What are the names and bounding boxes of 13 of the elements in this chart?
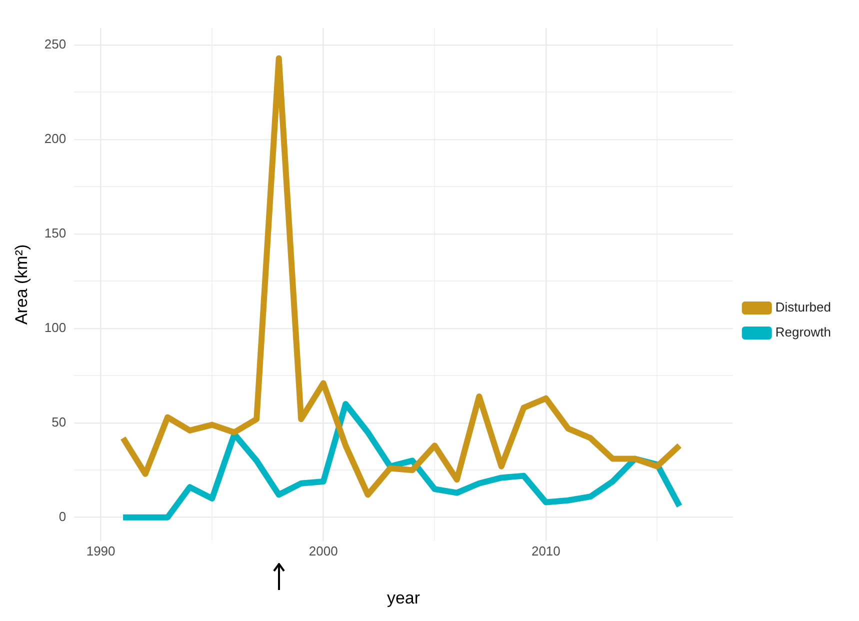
y-tick-label: 50 bbox=[52, 414, 66, 430]
legend-label: Regrowth bbox=[775, 324, 832, 340]
y-axis-title: Area (km²) bbox=[12, 244, 31, 325]
x-tick-label: 2000 bbox=[308, 543, 338, 558]
x-tick-label: 2010 bbox=[531, 543, 560, 558]
legend-label: Disturbed bbox=[775, 300, 832, 315]
y-tick-label: 150 bbox=[44, 226, 66, 241]
y-tick-label: 0 bbox=[58, 508, 66, 524]
y-tick-label: 250 bbox=[44, 36, 66, 52]
y-tick-label: 200 bbox=[44, 131, 66, 146]
x-tick-label: 1990 bbox=[86, 543, 116, 558]
x-axis-title: year bbox=[386, 588, 420, 608]
y-tick-label: 100 bbox=[44, 320, 66, 336]
